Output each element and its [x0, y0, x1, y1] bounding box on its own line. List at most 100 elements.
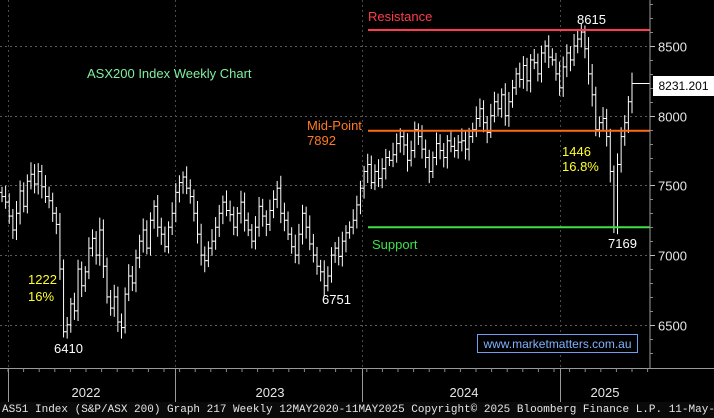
price-bar [514, 67, 519, 95]
price-bar [21, 182, 26, 213]
price-bar [155, 195, 160, 237]
price-bar [376, 159, 381, 188]
price-bar [79, 261, 84, 298]
price-bar [86, 237, 91, 280]
price-bar [499, 88, 504, 118]
annotation-rally-percent: 16.8% [562, 159, 599, 174]
price-bar [14, 201, 19, 241]
price-bar [7, 193, 12, 224]
price-bar [329, 247, 334, 283]
price-bar [387, 150, 392, 167]
midpoint-value-label: 7892 [307, 133, 336, 148]
price-bar [144, 220, 149, 255]
price-bar [351, 209, 356, 235]
price-bar [611, 165, 616, 234]
price-bar [231, 206, 236, 236]
price-bar [608, 128, 613, 183]
price-bar [246, 212, 251, 237]
price-bar [166, 221, 171, 254]
price-bar [282, 202, 287, 232]
price-bar [525, 57, 529, 92]
price-bar [177, 175, 182, 203]
price-bar [123, 287, 128, 334]
price-bar [405, 133, 410, 172]
y-tick-label: 8000 [658, 110, 687, 125]
annotation-rally-points: 1446 [562, 144, 591, 159]
price-bar [28, 162, 33, 190]
price-bar [181, 171, 186, 194]
price-bar [492, 91, 497, 123]
price-bar [130, 265, 135, 292]
price-bar [94, 231, 99, 265]
y-tick-label: 7000 [658, 249, 687, 264]
price-bar [210, 229, 214, 256]
price-bar [315, 246, 319, 275]
annotation-low-2025: 7169 [608, 236, 637, 251]
price-bar [546, 35, 551, 69]
annotation-low-2022: 6410 [54, 341, 83, 356]
price-bar [242, 192, 247, 232]
price-bar [521, 56, 526, 89]
price-bar [401, 130, 406, 156]
x-tick-label: 2022 [72, 385, 101, 400]
price-bar [485, 115, 490, 144]
footer: AS51 Index (S&P/ASX 200) Graph 217 Weekl… [0, 402, 714, 418]
level-lines [368, 28, 650, 229]
price-bar [267, 199, 272, 231]
price-bar [220, 195, 225, 225]
price-bar [108, 289, 113, 316]
price-bar [456, 134, 461, 159]
price-bar [535, 53, 540, 82]
annotation-rally-2022-points: 1222 [28, 272, 57, 287]
price-bar [25, 174, 30, 214]
price-bar [260, 198, 265, 227]
price-bar [202, 246, 207, 273]
price-bar [0, 186, 4, 203]
price-bar [423, 139, 428, 169]
annotation-rally-2022-percent: 16% [28, 289, 55, 304]
price-bar [126, 264, 131, 302]
price-bar [206, 241, 211, 268]
price-bar [112, 284, 117, 317]
price-bar [307, 215, 312, 251]
price-bar [615, 153, 620, 235]
price-bar [83, 266, 88, 292]
price-bar [61, 259, 66, 338]
price-bar [76, 259, 81, 322]
price-bar [304, 206, 309, 239]
price-bar [57, 213, 62, 280]
price-bar [68, 297, 73, 333]
price-bar [561, 56, 566, 97]
price-bar [539, 45, 544, 83]
price-bar [97, 217, 102, 266]
price-bar [445, 135, 450, 169]
website-link[interactable]: www.marketmatters.com.au [477, 334, 638, 353]
price-bar [474, 106, 479, 138]
price-bar [191, 189, 196, 222]
x-tick-label: 2023 [256, 385, 285, 400]
price-bar [32, 164, 37, 194]
price-bar [575, 28, 580, 54]
y-tick-label: 8500 [658, 40, 687, 55]
x-tick-label: 2024 [450, 385, 479, 400]
price-bar [481, 100, 486, 133]
price-bar [300, 204, 305, 245]
price-bar [354, 195, 359, 229]
price-bar [597, 116, 602, 138]
y-tick-label: 6500 [658, 319, 687, 334]
price-bar [365, 153, 370, 184]
price-bar [528, 54, 533, 93]
price-bar [278, 175, 283, 224]
price-bar [604, 108, 609, 147]
price-bar [54, 207, 59, 235]
resistance-label: Resistance [368, 9, 433, 24]
price-bar [572, 34, 577, 67]
price-bar [470, 122, 475, 143]
price-bar [553, 52, 558, 81]
price-bar [630, 72, 634, 114]
price-bar [162, 226, 167, 253]
price-bar [452, 137, 457, 158]
price-bar [593, 86, 598, 137]
price-bar [496, 93, 501, 117]
